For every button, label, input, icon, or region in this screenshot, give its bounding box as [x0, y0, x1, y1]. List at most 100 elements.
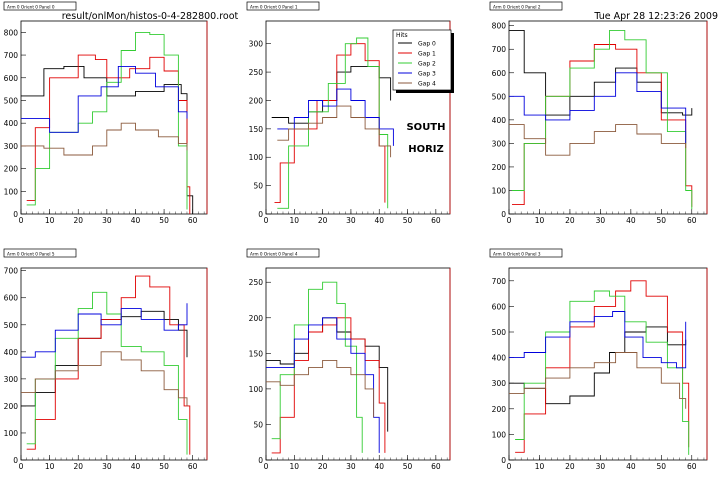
- y-tick-label: 300: [249, 40, 264, 49]
- series-gap-1: [515, 280, 690, 453]
- x-tick-label: 60: [431, 216, 441, 225]
- legend-entry: Gap 2: [418, 61, 436, 68]
- x-tick-label: 20: [565, 462, 575, 471]
- legend-box: [392, 29, 452, 91]
- panel-title: Arm 0 Orient 0 Panel 2: [493, 4, 541, 9]
- y-tick-label: 600: [492, 69, 507, 78]
- y-tick-label: 700: [492, 45, 507, 54]
- series-gap-2: [512, 29, 693, 210]
- x-tick-label: 50: [159, 216, 169, 225]
- panel-title-box: [3, 248, 77, 258]
- y-tick-label: 100: [4, 429, 19, 438]
- legend-entry: Gap 1: [418, 51, 436, 58]
- plot-frame: [508, 267, 708, 461]
- plot-frame: [20, 20, 208, 215]
- series-gap-3: [21, 303, 188, 358]
- series-gap-4: [266, 359, 375, 418]
- y-tick-label: 50: [253, 182, 263, 191]
- y-tick-label: 0: [13, 456, 18, 465]
- y-tick-label: 200: [492, 405, 507, 414]
- x-tick-label: 20: [565, 216, 575, 225]
- series-gap-0: [509, 326, 687, 405]
- panel-title-box: [3, 1, 77, 11]
- x-tick-label: 10: [535, 216, 545, 225]
- x-tick-label: 0: [507, 462, 512, 471]
- x-tick-label: 60: [188, 216, 198, 225]
- x-tick-label: 30: [596, 462, 606, 471]
- series-gap-1: [512, 44, 693, 207]
- legend-entry: Gap 3: [418, 71, 436, 78]
- panel-title-box: [246, 248, 320, 258]
- x-tick-label: 50: [657, 462, 667, 471]
- y-tick-label: 600: [4, 294, 19, 303]
- y-tick-label: 100: [492, 430, 507, 439]
- y-tick-label: 800: [4, 28, 19, 37]
- x-tick-label: 50: [159, 462, 169, 471]
- y-tick-label: 150: [249, 349, 264, 358]
- x-tick-label: 20: [318, 462, 328, 471]
- file-name: result/onlMon/histos-0-4-282800.root: [62, 11, 239, 22]
- legend-title: Hits: [396, 32, 408, 39]
- y-tick-label: 400: [4, 119, 19, 128]
- series-gap-2: [277, 37, 389, 209]
- x-tick-label: 60: [188, 462, 198, 471]
- series-gap-4: [21, 122, 188, 156]
- x-tick-label: 60: [687, 216, 697, 225]
- series-gap-1: [26, 54, 191, 214]
- panel-title: Arm 0 Orient 0 Panel 5: [7, 251, 55, 256]
- histogram-panel-0: Arm 0 Orient 0 Panel 0010020030040050060…: [3, 1, 208, 225]
- panel-title-box: [489, 1, 563, 11]
- x-tick-label: 20: [318, 216, 328, 225]
- legend-entry: Gap 4: [418, 81, 436, 88]
- y-tick-label: 200: [249, 96, 264, 105]
- y-tick-label: 500: [4, 321, 19, 330]
- y-tick-label: 100: [249, 153, 264, 162]
- x-tick-label: 40: [626, 216, 636, 225]
- y-tick-label: 200: [249, 314, 264, 323]
- series-gap-4: [277, 105, 392, 158]
- legend-entry: Gap 0: [418, 41, 436, 48]
- x-tick-label: 10: [45, 462, 55, 471]
- series-gap-3: [277, 88, 394, 146]
- y-tick-label: 200: [4, 165, 19, 174]
- series-gap-0: [21, 65, 194, 214]
- plot-frame: [20, 267, 208, 461]
- panel-title: Arm 0 Orient 0 Panel 0: [7, 4, 55, 9]
- x-tick-label: 10: [45, 216, 55, 225]
- y-tick-label: 200: [492, 163, 507, 172]
- series-gap-4: [21, 351, 188, 406]
- y-tick-label: 100: [4, 187, 19, 196]
- panel-title: Arm 0 Orient 0 Panel 1: [250, 4, 298, 9]
- x-tick-label: 10: [535, 462, 545, 471]
- x-tick-label: 10: [290, 216, 300, 225]
- panel-title: Arm 0 Orient 0 Panel 4: [250, 251, 298, 256]
- x-tick-label: 20: [73, 462, 83, 471]
- y-tick-label: 300: [4, 375, 19, 384]
- run-timestamp: Tue Apr 28 12:23:26 2009: [593, 11, 718, 22]
- x-tick-label: 0: [19, 462, 24, 471]
- y-tick-label: 500: [4, 96, 19, 105]
- histogram-panel-1: Arm 0 Orient 0 Panel 1050100150200250300…: [246, 1, 451, 225]
- y-tick-label: 500: [492, 92, 507, 101]
- histogram-panel-3: Arm 0 Orient 0 Panel 5010020030040050060…: [3, 248, 208, 471]
- y-tick-label: 0: [258, 456, 263, 465]
- y-tick-label: 700: [4, 267, 19, 276]
- series-gap-2: [271, 281, 363, 453]
- y-tick-label: 50: [253, 420, 263, 429]
- x-tick-label: 30: [596, 216, 606, 225]
- x-tick-label: 50: [657, 216, 667, 225]
- y-tick-label: 400: [4, 348, 19, 357]
- y-tick-label: 800: [492, 22, 507, 31]
- series-gap-3: [509, 72, 687, 144]
- y-tick-label: 0: [501, 210, 506, 219]
- x-tick-label: 40: [131, 462, 141, 471]
- y-tick-label: 600: [4, 74, 19, 83]
- x-tick-label: 30: [102, 216, 112, 225]
- y-tick-label: 250: [249, 278, 264, 287]
- x-tick-label: 10: [290, 462, 300, 471]
- y-tick-label: 400: [492, 116, 507, 125]
- x-tick-label: 30: [346, 462, 356, 471]
- x-tick-label: 40: [374, 216, 384, 225]
- plot-frame: [508, 20, 708, 215]
